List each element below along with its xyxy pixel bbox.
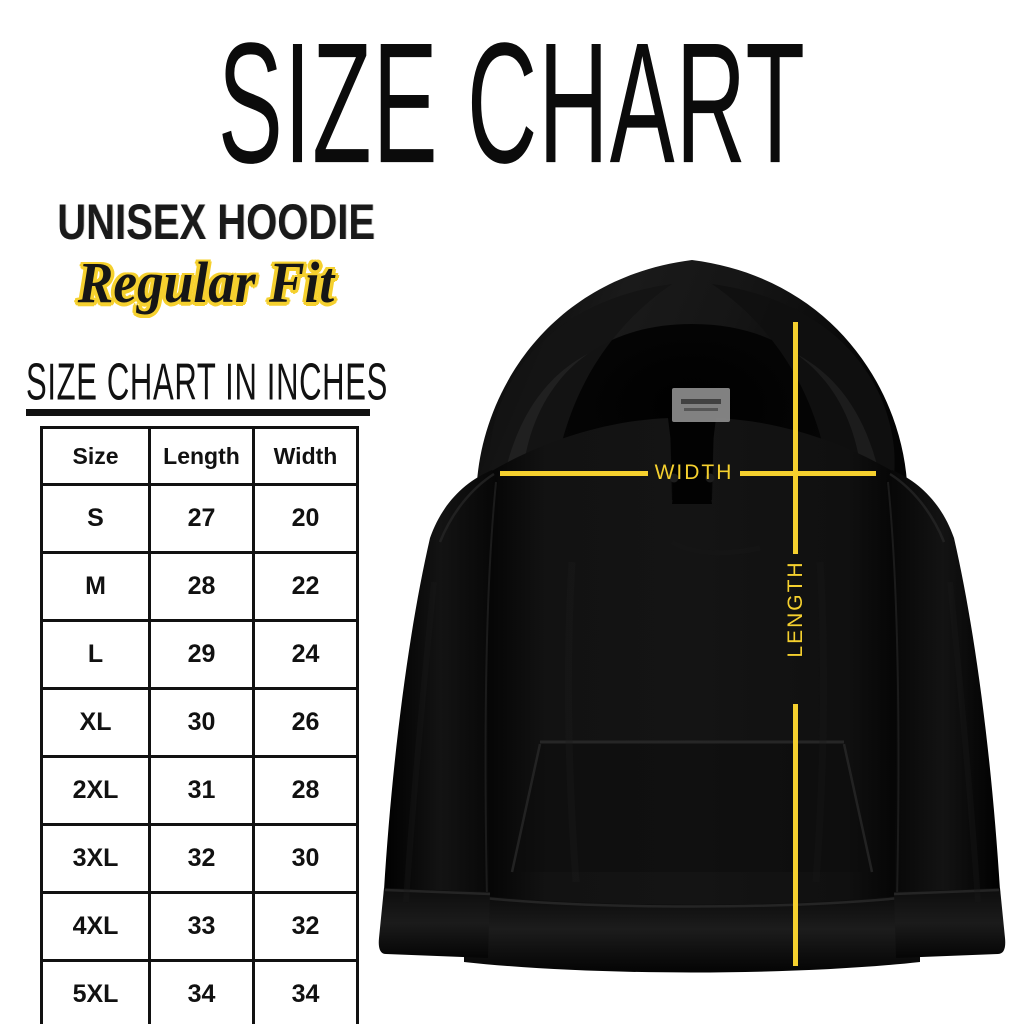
shoulder-seam-left (438, 472, 495, 543)
waistband-hem (464, 894, 920, 973)
cuff-left (378, 888, 490, 958)
units-heading: SIZE CHART IN INCHES (26, 352, 388, 411)
cell-length: 30 (148, 687, 255, 758)
fold-sleeve-left (403, 581, 437, 903)
cell-length: 33 (148, 891, 255, 962)
cuff-right (894, 888, 1006, 958)
column-header-length: Length (148, 426, 255, 486)
cuff-left-seam (384, 888, 491, 896)
size-table: Size Length Width S 27 20 M 28 22 L 29 2… (40, 426, 359, 1024)
cell-length: 28 (148, 551, 255, 622)
product-heading-block: UNISEX HOODIE Regular Fit (20, 196, 392, 314)
eyelet-right (705, 473, 715, 483)
brand-label-subtext (684, 408, 718, 411)
column-header-size: Size (40, 426, 151, 486)
cell-size: S (40, 483, 151, 554)
cell-width: 28 (252, 755, 359, 826)
cell-size: 5XL (40, 959, 151, 1024)
table-row: XL 30 26 (40, 687, 359, 758)
armhole-seam-left (484, 481, 497, 945)
armhole-seam-right (887, 481, 900, 945)
cell-size: 3XL (40, 823, 151, 894)
cell-width: 26 (252, 687, 359, 758)
cell-length: 31 (148, 755, 255, 826)
shoulder-seam-right (889, 472, 946, 543)
cell-size: XL (40, 687, 151, 758)
hoodie-illustration (372, 182, 1012, 1004)
product-fit-label: Regular Fit (77, 250, 335, 315)
brand-label (672, 388, 730, 422)
cell-width: 20 (252, 483, 359, 554)
cell-width: 30 (252, 823, 359, 894)
table-body: S 27 20 M 28 22 L 29 24 XL 30 26 2XL 31 (40, 483, 359, 1024)
cell-width: 34 (252, 959, 359, 1024)
table-row: 2XL 31 28 (40, 755, 359, 826)
cell-length: 32 (148, 823, 255, 894)
fold-chest (670, 539, 761, 556)
units-heading-block: SIZE CHART IN INCHES (26, 352, 388, 416)
sleeve-right (886, 470, 1001, 946)
table-row: M 28 22 (40, 551, 359, 622)
cell-length: 27 (148, 483, 255, 554)
fold-body-left (565, 561, 580, 883)
units-heading-underline (26, 409, 370, 416)
cell-length: 29 (148, 619, 255, 690)
column-header-width: Width (252, 426, 359, 486)
fold-body-right (812, 561, 827, 883)
brand-label-text (681, 399, 721, 404)
cell-size: 4XL (40, 891, 151, 962)
table-row: 3XL 32 30 (40, 823, 359, 894)
table-header-row: Size Length Width (40, 426, 359, 486)
cell-length: 34 (148, 959, 255, 1024)
cell-width: 22 (252, 551, 359, 622)
table-row: L 29 24 (40, 619, 359, 690)
page-title: SIZE CHART (217, 7, 807, 200)
cell-size: L (40, 619, 151, 690)
kangaroo-pocket (512, 742, 872, 872)
pocket-opening-right (842, 743, 874, 873)
cell-size: M (40, 551, 151, 622)
table-row: 5XL 34 34 (40, 959, 359, 1024)
neck-opening (668, 415, 716, 504)
hem-top-seam (463, 894, 921, 908)
product-name: UNISEX HOODIE (57, 194, 376, 250)
table-row: S 27 20 (40, 483, 359, 554)
eyelet-left (669, 473, 679, 483)
sleeve-left (383, 470, 498, 946)
pocket-opening-left (510, 743, 542, 873)
cuff-right-seam (893, 888, 1000, 896)
fold-sleeve-right (947, 581, 981, 903)
cell-width: 24 (252, 619, 359, 690)
cell-width: 32 (252, 891, 359, 962)
cell-size: 2XL (40, 755, 151, 826)
table-row: 4XL 33 32 (40, 891, 359, 962)
